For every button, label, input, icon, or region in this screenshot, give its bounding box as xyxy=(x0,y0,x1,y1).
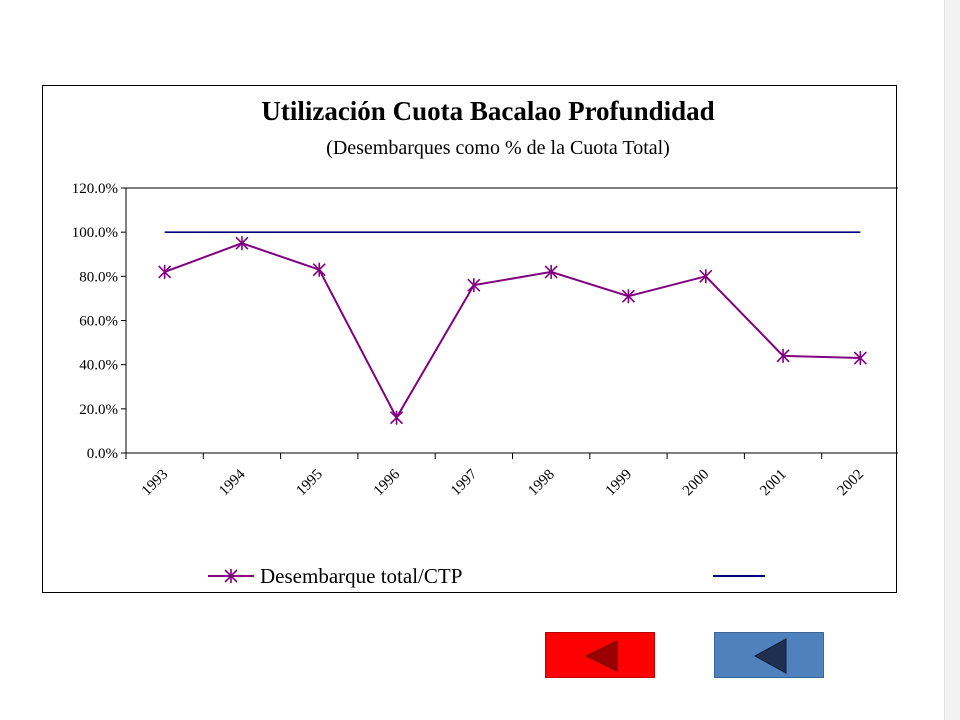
line-chart: Utilización Cuota Bacalao Profundidad (D… xyxy=(72,96,898,588)
left-triangle-icon xyxy=(584,640,618,672)
x-tick-label: 1994 xyxy=(216,466,249,499)
y-tick-label: 100.0% xyxy=(72,225,118,241)
data-point xyxy=(235,236,249,251)
data-point xyxy=(389,410,404,425)
x-axis: 1993 1994 1995 1996 1997 1998 1999 2000 2001 2002 xyxy=(125,452,898,500)
chart-subtitle: (Desembarques como % de la Cuota Total) xyxy=(326,137,670,159)
legend: Desembarque total/CTP xyxy=(208,564,765,588)
y-tick-label: 60.0% xyxy=(79,314,118,330)
chart-frame: Utilización Cuota Bacalao Profundidad (D… xyxy=(42,85,898,593)
data-point xyxy=(544,264,558,279)
x-tick-label: 1993 xyxy=(139,467,172,500)
y-tick-label: 80.0% xyxy=(79,269,118,285)
x-tick-label: 2001 xyxy=(757,467,790,500)
x-tick-label: 2000 xyxy=(680,467,713,500)
legend-label-landings: Desembarque total/CTP xyxy=(260,564,462,588)
y-tick-label: 40.0% xyxy=(79,358,118,374)
series-line-landings xyxy=(164,242,861,420)
legend-marker-landings xyxy=(224,569,238,583)
x-tick-label: 1999 xyxy=(603,467,636,500)
data-point xyxy=(467,278,481,293)
x-tick-label: 1997 xyxy=(448,466,481,499)
data-point xyxy=(776,348,790,363)
page-edge-strip xyxy=(944,0,960,720)
left-triangle-icon xyxy=(753,638,787,674)
data-point xyxy=(621,289,636,304)
plot-area-border xyxy=(126,187,898,189)
data-point xyxy=(158,264,172,279)
data-point xyxy=(853,351,867,366)
y-tick-label: 20.0% xyxy=(79,402,118,418)
series-layer xyxy=(158,231,867,425)
y-axis: 0.0% 20.0% 40.0% 60.0% 80.0% 100.0% 120.0% xyxy=(72,181,127,462)
x-tick-label: 1996 xyxy=(371,466,404,499)
y-tick-label: 0.0% xyxy=(87,446,118,462)
x-tick-label: 1995 xyxy=(293,467,326,500)
back-button-red[interactable] xyxy=(545,632,655,678)
back-button-blue[interactable] xyxy=(714,632,824,678)
data-point xyxy=(699,269,713,284)
x-tick-label: 2002 xyxy=(835,467,868,500)
y-tick-label: 120.0% xyxy=(72,181,118,197)
data-point xyxy=(312,262,326,277)
x-tick-label: 1998 xyxy=(525,467,558,500)
chart-title: Utilización Cuota Bacalao Profundidad xyxy=(261,96,714,126)
